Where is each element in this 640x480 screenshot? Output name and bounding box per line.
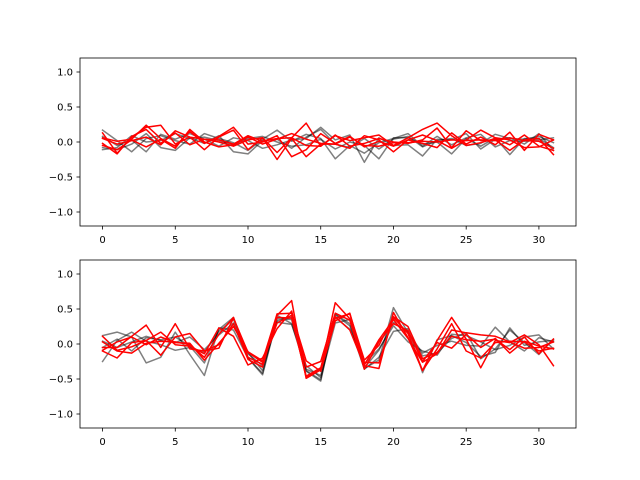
y-tick-label: 0.0 xyxy=(57,340,73,351)
x-tick-label: 25 xyxy=(460,235,473,246)
x-tick-label: 30 xyxy=(533,437,546,448)
x-tick-label: 0 xyxy=(99,235,105,246)
red-series-line-7 xyxy=(101,122,555,152)
x-tick-label: 20 xyxy=(387,437,400,448)
x-axis: 0 5 10 15 20 25 30 xyxy=(99,226,545,246)
y-axis: −1.0 −0.5 0.0 0.5 1.0 xyxy=(49,270,80,421)
y-tick-label: −1.0 xyxy=(49,410,73,421)
red-series-line-6 xyxy=(101,124,555,158)
x-tick-label: 25 xyxy=(460,437,473,448)
x-tick-label: 30 xyxy=(533,235,546,246)
y-tick-label: −0.5 xyxy=(49,173,73,184)
y-tick-label: 1.0 xyxy=(57,68,73,79)
y-tick-label: 1.0 xyxy=(57,270,73,281)
y-tick-label: 0.0 xyxy=(57,138,73,149)
x-tick-label: 15 xyxy=(314,235,327,246)
y-tick-label: −1.0 xyxy=(49,208,73,219)
series-lines xyxy=(101,299,555,382)
series-lines xyxy=(101,122,555,164)
x-tick-label: 10 xyxy=(242,235,255,246)
gray-series-line-2 xyxy=(101,126,555,164)
gray-series-line-0 xyxy=(101,129,555,160)
x-tick-label: 10 xyxy=(242,437,255,448)
x-tick-label: 20 xyxy=(387,235,400,246)
top-subplot: 0 5 10 15 20 25 30 −1.0 −0.5 0.0 0.5 1.0 xyxy=(49,57,577,246)
x-tick-label: 15 xyxy=(314,437,327,448)
x-tick-label: 5 xyxy=(172,437,178,448)
y-tick-label: 0.5 xyxy=(57,305,73,316)
y-axis: −1.0 −0.5 0.0 0.5 1.0 xyxy=(49,68,80,219)
red-series-line-7 xyxy=(101,313,555,377)
x-tick-label: 5 xyxy=(172,235,178,246)
x-axis: 0 5 10 15 20 25 30 xyxy=(99,428,545,448)
y-tick-label: 0.5 xyxy=(57,103,73,114)
x-tick-label: 0 xyxy=(99,437,105,448)
bottom-subplot: 0 5 10 15 20 25 30 −1.0 −0.5 0.0 0.5 1.0 xyxy=(49,259,577,448)
red-series-line-8 xyxy=(101,128,555,151)
y-tick-label: −0.5 xyxy=(49,375,73,386)
red-series-line-8 xyxy=(101,310,555,370)
